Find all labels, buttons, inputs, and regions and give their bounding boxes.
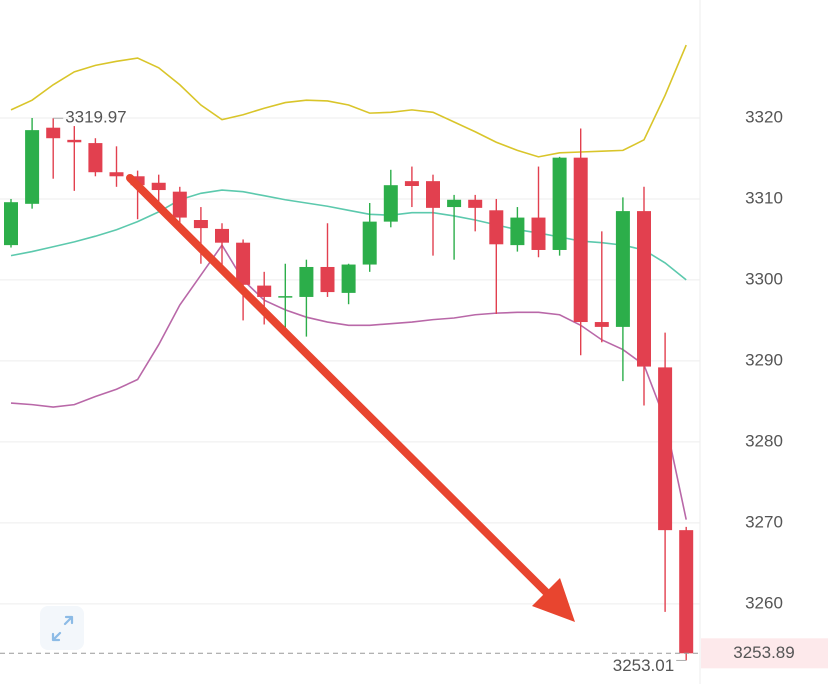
candle-body [531, 217, 546, 250]
candle-body [383, 185, 398, 222]
candle-body [637, 211, 651, 367]
candle-body [236, 242, 251, 285]
candle-body [320, 266, 335, 293]
expand-button[interactable] [40, 606, 84, 650]
candle-body [172, 191, 187, 218]
candle-body [278, 296, 293, 298]
last-price-label: 3253.89 [733, 643, 794, 662]
candle-body [67, 139, 82, 143]
high-label: 3319.97 [65, 108, 126, 127]
y-tick-label: 3310 [745, 188, 783, 207]
plot-area: 3260 3270 3280 3290 3300 3310 3320 3319.97 3253.… [0, 44, 828, 675]
candle-body [489, 210, 504, 245]
candle-body [109, 172, 124, 177]
candle-body [88, 143, 103, 173]
candle-body [193, 220, 208, 229]
last-price-tag [701, 638, 828, 669]
candle-body [257, 285, 272, 297]
y-tick-label: 3280 [745, 431, 783, 450]
trend-arrow-shaft [126, 174, 560, 606]
candle-body [4, 202, 18, 246]
candle-body [341, 264, 356, 293]
candle-body [362, 221, 377, 265]
band-line [10, 243, 687, 520]
candle-body [552, 157, 567, 250]
candle-body [447, 199, 462, 208]
y-tick-label: 3270 [745, 512, 783, 531]
overlay [40, 174, 575, 650]
candle-body [46, 127, 61, 139]
band-line [10, 44, 687, 158]
candle-body [215, 228, 229, 243]
candle-body [468, 199, 483, 208]
candle-body [426, 181, 440, 208]
candle-body [573, 157, 588, 323]
candle-body [151, 182, 166, 191]
candle-body [299, 266, 314, 297]
y-tick-label: 3300 [745, 269, 783, 288]
low-label: 3253.01 [613, 656, 674, 675]
candle-body [404, 181, 419, 187]
y-tick-label: 3320 [745, 107, 783, 126]
band-line [10, 189, 687, 281]
candle-body [594, 322, 609, 327]
candle-body [615, 211, 630, 327]
y-tick-label: 3260 [745, 593, 783, 612]
y-tick-label: 3290 [745, 350, 783, 369]
candle-body [25, 130, 40, 204]
candle-body [679, 530, 694, 654]
candle-body [510, 217, 525, 246]
candle-body [658, 367, 673, 531]
expand-icon [51, 615, 74, 642]
trend-arrow-head [532, 578, 575, 622]
